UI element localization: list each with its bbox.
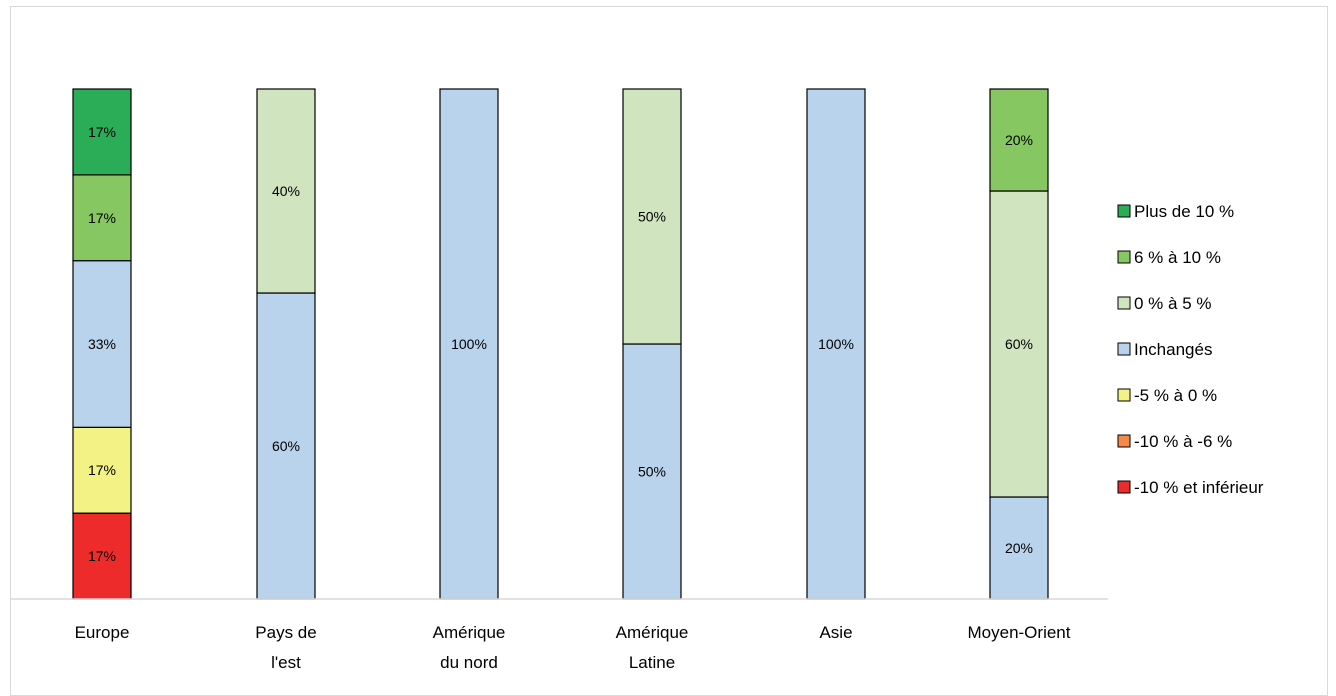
- data-label: 17%: [88, 548, 116, 564]
- legend-swatch: [1117, 342, 1131, 356]
- legend: Plus de 10 % 6 % à 10 % 0 % à 5 % Inchangés…: [1117, 202, 1264, 497]
- category-label: Europe: [75, 623, 130, 642]
- data-label: 20%: [1005, 540, 1033, 556]
- legend-label: Plus de 10 %: [1134, 202, 1234, 221]
- data-label: 60%: [1005, 336, 1033, 352]
- legend-label: 0 % à 5 %: [1134, 294, 1212, 313]
- legend-swatch: [1117, 204, 1131, 218]
- bars-layer: 17% 17% 33% 17% 17% 60% 40% 100% 50% 50% 100% 20% 60…: [72, 88, 1049, 600]
- data-label: 17%: [88, 124, 116, 140]
- bar-segment: [72, 88, 132, 176]
- legend-label: -5 % à 0 %: [1134, 386, 1217, 405]
- bar-segment: [256, 88, 316, 294]
- legend-swatch: [1117, 434, 1131, 448]
- legend-swatch: [1117, 480, 1131, 494]
- data-label: 60%: [272, 438, 300, 454]
- legend-label: Inchangés: [1134, 340, 1212, 359]
- legend-label: -10 % à -6 %: [1134, 432, 1232, 451]
- data-label: 17%: [88, 210, 116, 226]
- data-label: 33%: [88, 336, 116, 352]
- bar-segment: [622, 88, 682, 345]
- data-label: 50%: [638, 209, 666, 225]
- category-label: Amérique: [433, 623, 506, 642]
- category-label: du nord: [440, 653, 498, 672]
- bar-segment: [989, 88, 1049, 192]
- legend-label: 6 % à 10 %: [1134, 248, 1221, 267]
- bar-segment: [72, 260, 132, 428]
- legend-swatch: [1117, 296, 1131, 310]
- bar-segment: [806, 88, 866, 600]
- legend-label: -10 % et inférieur: [1134, 478, 1264, 497]
- data-label: 40%: [272, 183, 300, 199]
- bar-segment: [72, 174, 132, 262]
- data-label: 20%: [1005, 132, 1033, 148]
- category-labels: Europe Pays de l'est Amérique du nord Amériqu…: [75, 623, 1071, 672]
- data-label: 17%: [88, 462, 116, 478]
- data-label: 100%: [818, 336, 854, 352]
- category-label: Amérique: [616, 623, 689, 642]
- bar-segment: [622, 343, 682, 600]
- category-label: l'est: [271, 653, 301, 672]
- category-label: Moyen-Orient: [968, 623, 1071, 642]
- bar-segment: [72, 512, 132, 600]
- legend-swatch: [1117, 250, 1131, 264]
- data-label: 100%: [451, 336, 487, 352]
- category-label: Pays de: [255, 623, 316, 642]
- category-label: Asie: [819, 623, 852, 642]
- category-label: Latine: [629, 653, 675, 672]
- legend-swatch: [1117, 388, 1131, 402]
- data-label: 50%: [638, 464, 666, 480]
